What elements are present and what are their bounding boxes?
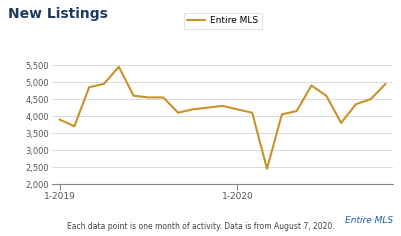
Entire MLS xyxy=(369,98,373,101)
Entire MLS xyxy=(279,113,284,116)
Entire MLS xyxy=(220,105,225,107)
Entire MLS xyxy=(131,94,136,97)
Entire MLS xyxy=(309,84,314,87)
Entire MLS xyxy=(57,118,62,121)
Entire MLS xyxy=(250,111,255,114)
Entire MLS xyxy=(324,94,329,97)
Entire MLS xyxy=(87,86,91,89)
Entire MLS xyxy=(101,82,106,85)
Entire MLS xyxy=(265,167,269,170)
Entire MLS xyxy=(235,108,240,111)
Entire MLS xyxy=(176,111,180,114)
Text: Entire MLS: Entire MLS xyxy=(345,216,393,225)
Entire MLS xyxy=(205,106,210,109)
Line: Entire MLS: Entire MLS xyxy=(59,67,386,169)
Text: Each data point is one month of activity. Data is from August 7, 2020.: Each data point is one month of activity… xyxy=(67,222,334,231)
Entire MLS xyxy=(116,65,121,68)
Entire MLS xyxy=(383,82,388,85)
Entire MLS xyxy=(354,103,358,106)
Legend: Entire MLS: Entire MLS xyxy=(184,13,261,29)
Entire MLS xyxy=(294,110,299,112)
Entire MLS xyxy=(146,96,151,99)
Entire MLS xyxy=(339,122,344,124)
Entire MLS xyxy=(72,125,77,128)
Entire MLS xyxy=(190,108,195,111)
Text: New Listings: New Listings xyxy=(8,7,108,21)
Entire MLS xyxy=(161,96,166,99)
